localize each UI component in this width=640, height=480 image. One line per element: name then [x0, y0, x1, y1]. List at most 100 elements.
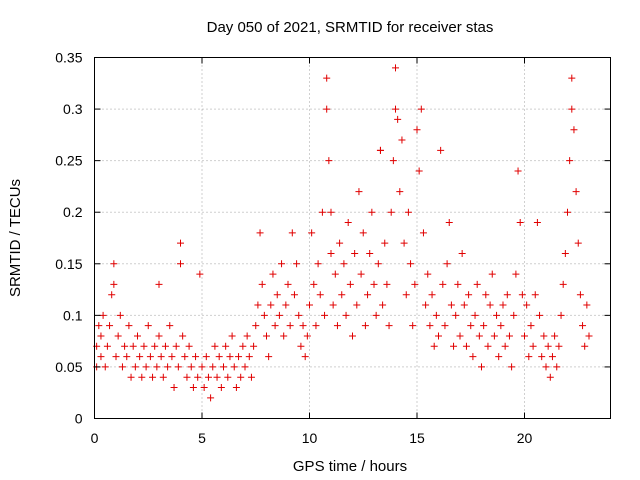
data-point [428, 291, 436, 299]
data-point [559, 280, 567, 288]
data-point [303, 332, 311, 340]
data-point [447, 301, 455, 309]
data-point [138, 373, 146, 381]
data-point [136, 353, 144, 361]
data-point [415, 167, 423, 175]
data-point [426, 322, 434, 330]
y-tick-label: 0.05 [55, 359, 82, 375]
data-point [209, 363, 217, 371]
data-point [99, 311, 107, 319]
data-point [516, 219, 524, 227]
data-point [510, 311, 518, 319]
data-point [101, 363, 109, 371]
data-point [155, 332, 163, 340]
data-point [131, 363, 139, 371]
x-tick-label: 15 [409, 430, 425, 446]
data-point [546, 373, 554, 381]
data-point [407, 260, 415, 268]
data-point [583, 301, 591, 309]
data-point [151, 342, 159, 350]
data-point [460, 301, 468, 309]
data-point [355, 188, 363, 196]
y-axis-label: SRMTID / TECUs [7, 179, 24, 297]
data-point [424, 270, 432, 278]
data-point [585, 332, 593, 340]
data-point [381, 239, 389, 247]
data-point [275, 311, 283, 319]
data-point [411, 280, 419, 288]
data-point [454, 280, 462, 288]
data-point [116, 311, 124, 319]
data-point [267, 301, 275, 309]
data-point [366, 249, 374, 257]
data-point [482, 291, 490, 299]
data-point [194, 373, 202, 381]
data-point [241, 363, 249, 371]
data-points [93, 64, 593, 402]
data-point [548, 353, 556, 361]
data-point [181, 353, 189, 361]
data-point [484, 342, 492, 350]
data-point [161, 342, 169, 350]
data-point [340, 260, 348, 268]
data-point [544, 342, 552, 350]
data-point [183, 373, 191, 381]
data-point [570, 126, 578, 134]
data-point [478, 363, 485, 371]
y-tick-label: 0.15 [55, 256, 82, 272]
y-tick-label: 0.35 [55, 50, 82, 66]
data-point [323, 74, 331, 82]
data-point [189, 384, 197, 392]
data-point [220, 363, 227, 371]
data-point [490, 332, 498, 340]
data-point [480, 322, 488, 330]
data-point [353, 301, 361, 309]
data-point [443, 260, 451, 268]
data-point [185, 342, 193, 350]
y-axis-ticks: 0 0.05 0.1 0.15 0.2 0.25 0.3 0.35 [55, 50, 611, 427]
data-point [445, 219, 453, 227]
data-point [462, 342, 470, 350]
data-point [413, 126, 421, 134]
data-point [503, 291, 511, 299]
data-point [419, 229, 427, 237]
y-tick-label: 0.1 [63, 307, 83, 323]
data-point [514, 167, 522, 175]
y-tick-label: 0.2 [63, 204, 83, 220]
data-point [293, 260, 301, 268]
data-point [568, 105, 576, 113]
data-point [533, 219, 541, 227]
data-point [110, 260, 118, 268]
data-point [357, 270, 365, 278]
data-point [187, 363, 195, 371]
data-point [376, 146, 384, 154]
data-point [318, 208, 326, 216]
data-point [288, 229, 296, 237]
data-point [568, 74, 576, 82]
data-point [439, 280, 447, 288]
data-point [432, 311, 440, 319]
data-point [400, 239, 408, 247]
data-point [501, 342, 509, 350]
data-point [540, 332, 548, 340]
data-point [404, 208, 412, 216]
data-point [553, 363, 561, 371]
data-point [284, 280, 292, 288]
data-point [579, 322, 587, 330]
data-point [389, 157, 397, 165]
data-point [269, 270, 277, 278]
data-point [551, 332, 559, 340]
data-point [387, 208, 395, 216]
data-point [263, 332, 270, 340]
data-point [166, 322, 174, 330]
data-point [222, 342, 230, 350]
data-point [325, 157, 333, 165]
data-point [327, 249, 335, 257]
data-point [581, 342, 589, 350]
data-point [95, 322, 103, 330]
y-tick-label: 0.25 [55, 153, 82, 169]
data-point [226, 353, 234, 361]
data-point [336, 239, 344, 247]
data-point [368, 208, 376, 216]
data-point [97, 332, 105, 340]
